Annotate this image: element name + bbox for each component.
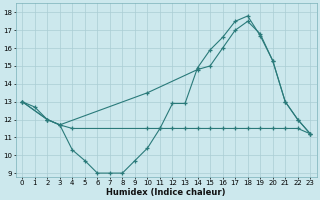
X-axis label: Humidex (Indice chaleur): Humidex (Indice chaleur): [107, 188, 226, 197]
